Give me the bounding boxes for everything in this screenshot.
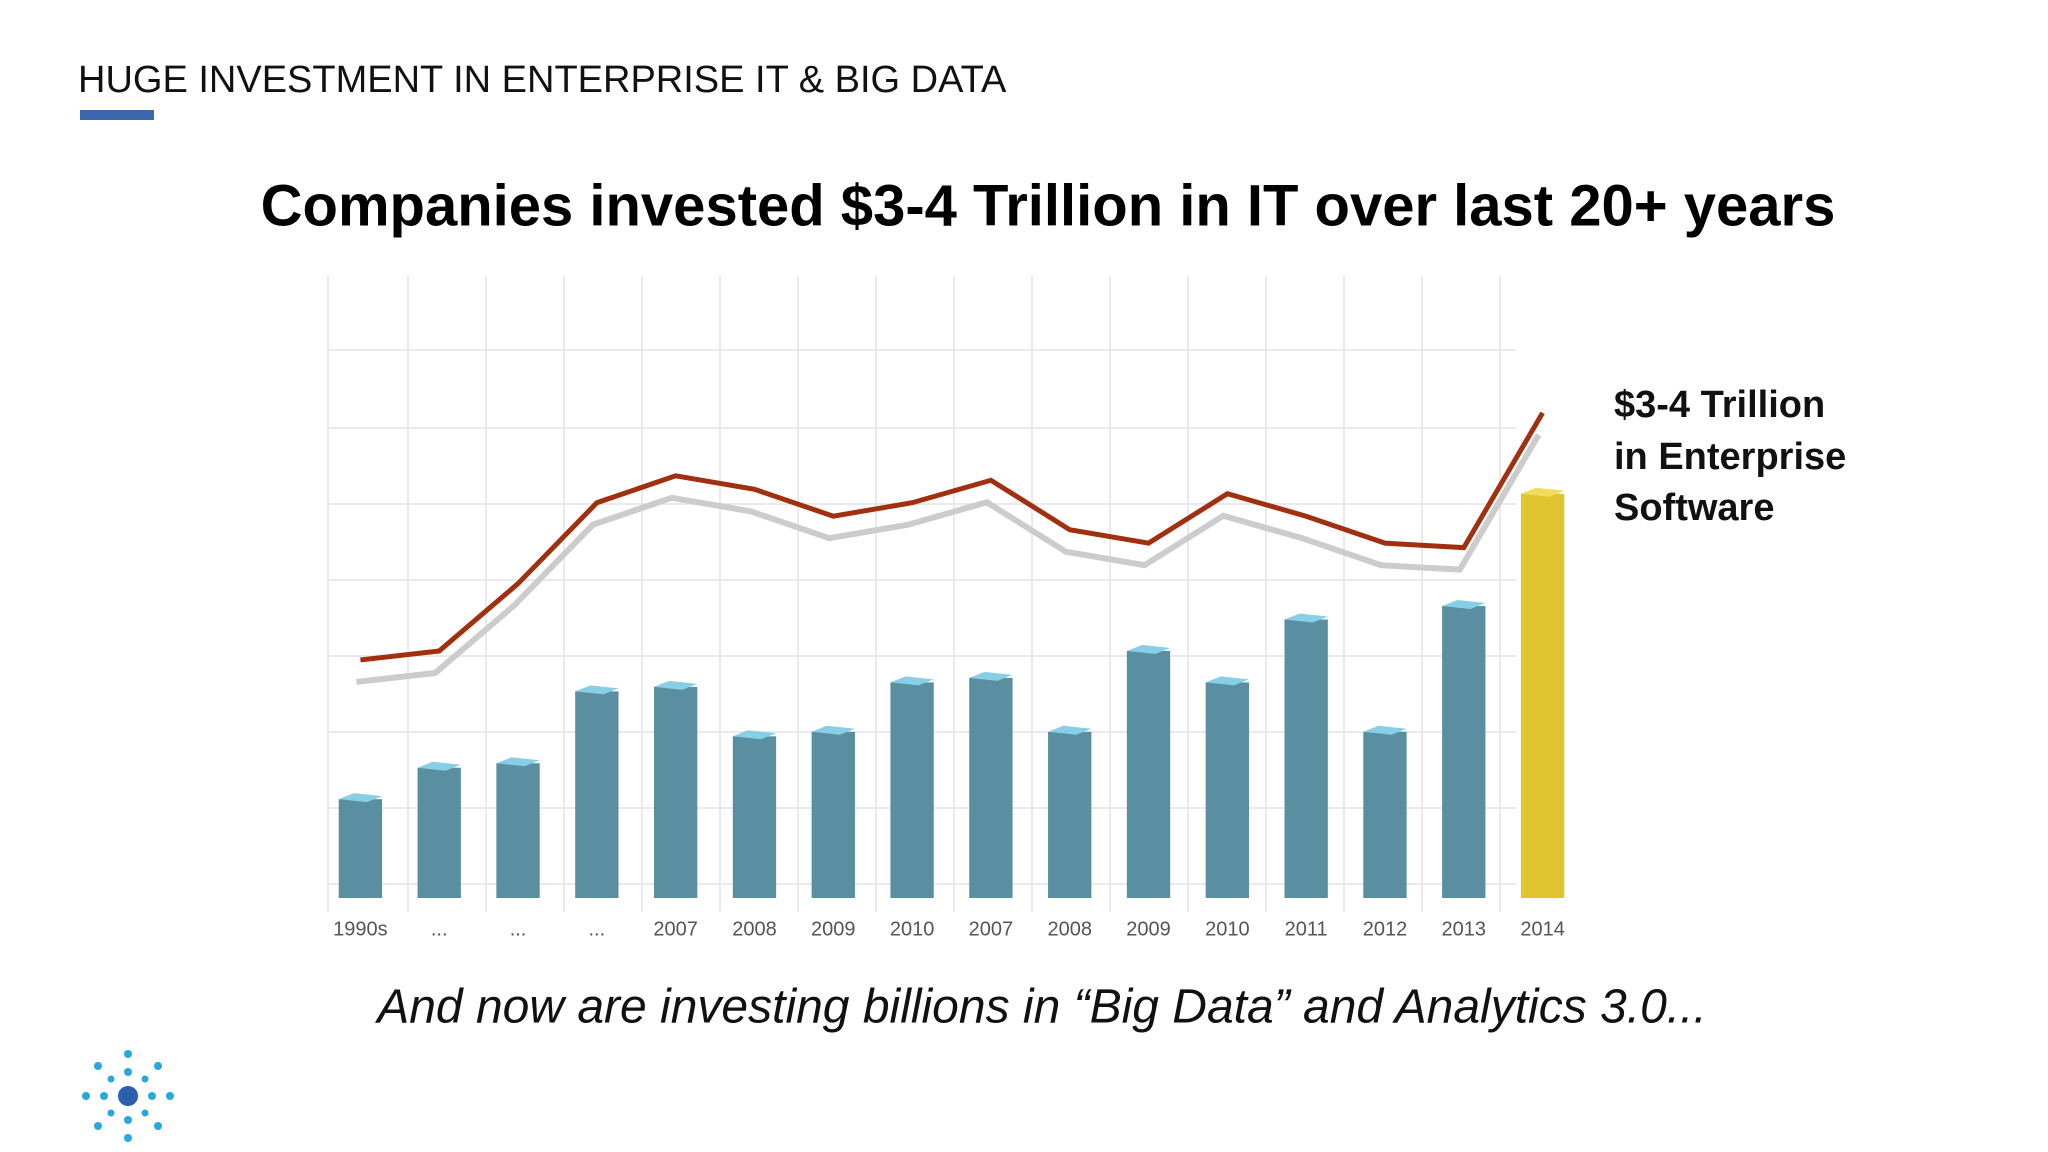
bar-top [496,757,540,767]
bar [1205,682,1250,898]
x-tick-label: 2008 [732,918,777,940]
bar [1284,619,1328,898]
x-tick-label: 2013 [1442,918,1487,940]
bar-top [1363,725,1407,735]
bar [1363,731,1407,898]
x-tick-label: 2012 [1363,918,1408,940]
bar-top [811,725,855,735]
bar [1048,731,1092,898]
x-tick-label: 2014 [1520,918,1565,940]
chart-title: Companies invested $3-4 Trillion in IT o… [261,173,1836,238]
x-tick-label: 2009 [811,918,856,940]
line-shadow [356,433,1542,685]
bar [890,682,934,898]
x-tick-label: ... [589,918,606,940]
plot: 1990s......... 2007 2008 2009 2010 2007 2008 20… [333,411,1565,940]
x-tick-label: 2008 [1047,918,1092,940]
bar [1520,493,1565,898]
header-underline [80,110,154,120]
x-tick-label: 2011 [1285,918,1328,940]
x-tick-label: 2010 [1205,918,1250,940]
x-tick-label: ... [510,918,527,940]
bar [1126,650,1171,898]
bar [338,799,383,898]
line [360,411,1545,663]
annotation: Software [1614,487,1774,529]
x-tick-label: ... [431,918,448,940]
bar-top [1520,487,1565,497]
header: HUGE INVESTMENT IN ENTERPRISE IT & BIG D… [78,59,1007,101]
bar-top [1048,725,1092,735]
background-grid [327,276,1516,912]
bar-top [338,793,383,803]
subtitle: And now are investing billions in “Big D… [374,981,1707,1034]
bar [969,677,1013,898]
bar-top [1442,600,1486,610]
bar-top [653,680,698,690]
x-tick-label: 2010 [890,918,935,940]
bar [575,691,619,898]
annotation: in Enterprise [1614,436,1846,478]
bar [1442,606,1486,898]
bar [417,767,461,898]
bar [653,686,698,898]
bar-top [1205,676,1250,686]
bar [496,763,540,898]
bar-top [1126,644,1171,654]
bar [811,731,855,898]
bar-top [732,730,777,740]
bar-top [890,676,934,686]
annotation: $3-4 Trillion [1614,384,1825,426]
bar-top [575,685,619,695]
bar [732,736,777,898]
x-tick-label: 2007 [653,918,698,940]
logo [82,1050,174,1142]
x-tick-label: 2007 [969,918,1014,940]
bar-top [969,671,1013,681]
x-tick-label: 2009 [1126,918,1171,940]
bar-top [417,761,461,771]
bar-top [1284,613,1328,623]
x-tick-label: 1990s [333,918,388,940]
